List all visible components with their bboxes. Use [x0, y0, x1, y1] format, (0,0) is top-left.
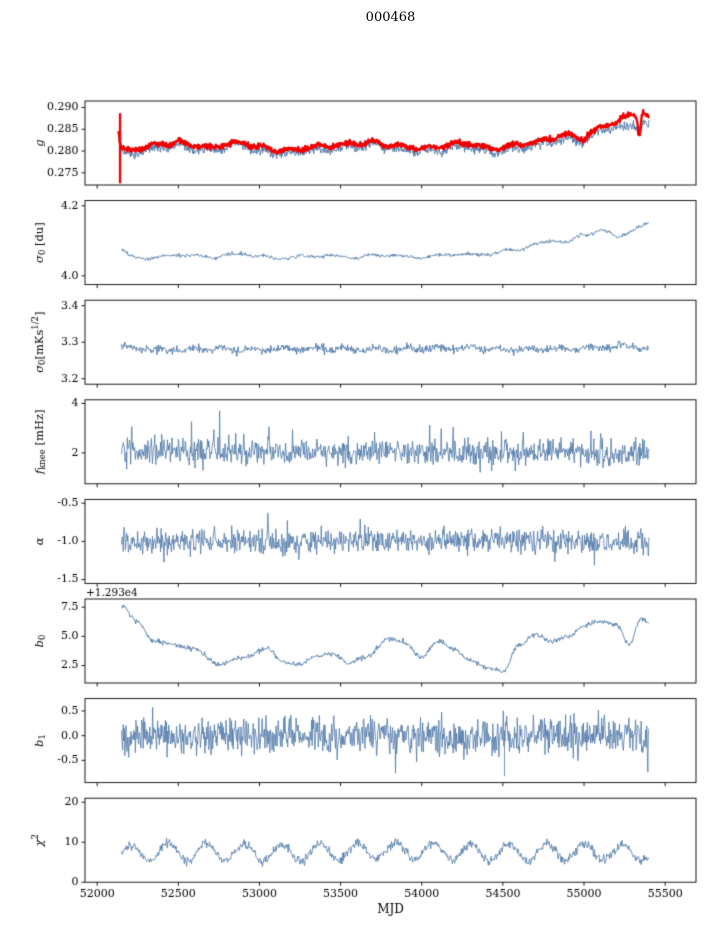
chart-title: 000468: [365, 10, 416, 25]
